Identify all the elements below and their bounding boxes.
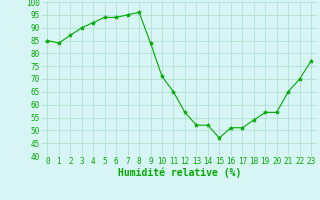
X-axis label: Humidité relative (%): Humidité relative (%) [117,168,241,178]
